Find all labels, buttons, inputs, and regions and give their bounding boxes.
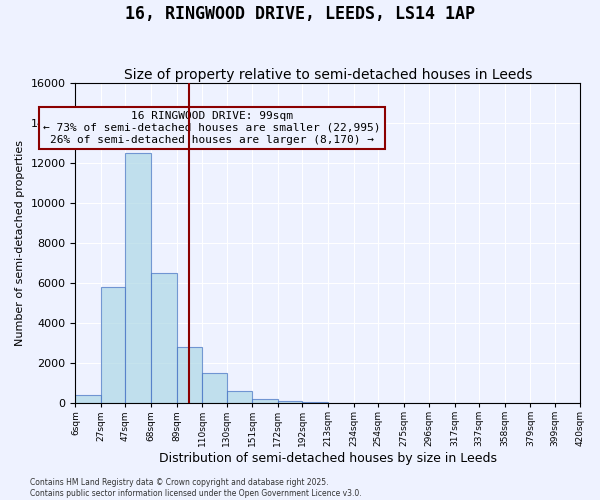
Bar: [125, 153, 151, 403]
Text: Contains HM Land Registry data © Crown copyright and database right 2025.
Contai: Contains HM Land Registry data © Crown c…: [30, 478, 362, 498]
Bar: [101, 287, 125, 403]
Bar: [328, 402, 353, 403]
Bar: [253, 399, 278, 403]
Text: 16 RINGWOOD DRIVE: 99sqm
← 73% of semi-detached houses are smaller (22,995)
26% : 16 RINGWOOD DRIVE: 99sqm ← 73% of semi-d…: [43, 112, 380, 144]
Bar: [151, 273, 176, 403]
Bar: [76, 395, 101, 403]
Text: 16, RINGWOOD DRIVE, LEEDS, LS14 1AP: 16, RINGWOOD DRIVE, LEEDS, LS14 1AP: [125, 5, 475, 23]
Bar: [176, 347, 202, 403]
X-axis label: Distribution of semi-detached houses by size in Leeds: Distribution of semi-detached houses by …: [159, 452, 497, 465]
Title: Size of property relative to semi-detached houses in Leeds: Size of property relative to semi-detach…: [124, 68, 532, 82]
Bar: [227, 391, 253, 403]
Bar: [278, 401, 302, 403]
Bar: [202, 373, 227, 403]
Y-axis label: Number of semi-detached properties: Number of semi-detached properties: [15, 140, 25, 346]
Bar: [302, 402, 328, 403]
